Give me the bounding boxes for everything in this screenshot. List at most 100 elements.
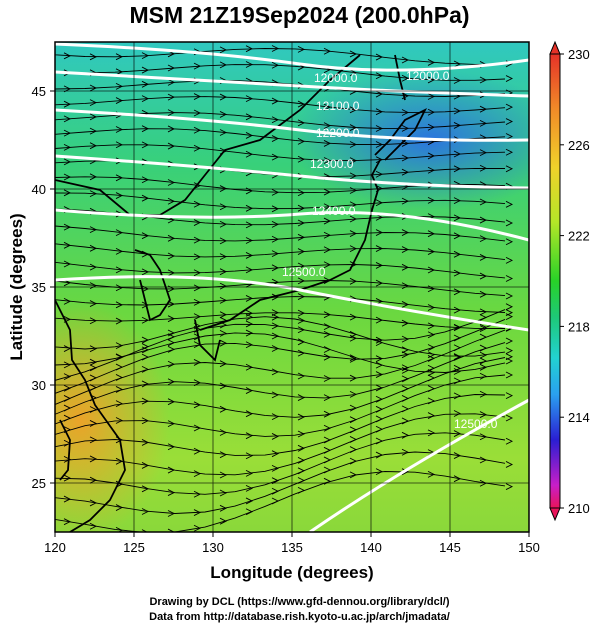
colorbar-label: 210	[568, 501, 590, 516]
streamline	[55, 96, 506, 114]
streamline	[55, 342, 506, 415]
wind-arrow	[271, 309, 280, 317]
wind-arrow	[323, 188, 332, 196]
wind-arrow	[297, 413, 306, 421]
wind-arrow	[349, 106, 358, 114]
wind-arrow	[167, 339, 176, 347]
wind-arrow	[479, 351, 488, 359]
wind-arrow	[141, 343, 150, 350]
wind-arrow	[141, 380, 150, 388]
streamline	[55, 471, 506, 532]
wind-arrow	[323, 261, 332, 269]
wind-arrow	[427, 76, 436, 84]
wind-arrow	[297, 372, 306, 380]
wind-arrow	[323, 217, 332, 225]
wind-arrow	[141, 462, 150, 469]
wind-arrow	[505, 275, 514, 282]
wind-arrow	[167, 315, 176, 323]
wind-arrow	[141, 485, 150, 493]
wind-arrow	[271, 313, 280, 321]
wind-arrow	[115, 192, 124, 199]
colorbar-labels: 230 226 222 218 214 210	[560, 47, 590, 516]
wind-arrow	[219, 451, 228, 459]
wind-arrow	[167, 197, 176, 205]
wind-arrow	[453, 364, 462, 372]
wind-arrow	[453, 354, 462, 361]
wind-arrow	[375, 395, 384, 403]
wind-arrow	[141, 316, 150, 324]
wind-arrow	[453, 288, 462, 296]
wind-arrow	[505, 103, 514, 111]
wind-arrow	[349, 426, 358, 434]
wind-arrow	[167, 443, 176, 451]
wind-arrow	[401, 301, 410, 308]
wind-arrow	[89, 345, 98, 353]
wind-arrow	[245, 266, 254, 274]
wind-arrow	[297, 189, 306, 197]
wind-arrow	[271, 322, 280, 330]
wind-arrow	[115, 301, 124, 309]
wind-arrow	[219, 129, 228, 136]
streamline	[55, 329, 506, 405]
wind-arrow	[505, 392, 514, 400]
wind-arrow	[427, 470, 436, 478]
colorbar-label: 218	[568, 319, 590, 334]
wind-arrow	[297, 317, 306, 324]
wind-arrow	[401, 395, 410, 402]
contour-label: 12500.0	[454, 417, 498, 431]
wind-arrow	[375, 355, 384, 363]
contour-label: 12500.0	[282, 265, 326, 279]
wind-arrow	[245, 497, 254, 505]
wind-arrow	[349, 355, 358, 363]
wind-arrow	[427, 59, 436, 66]
wind-arrow	[219, 220, 228, 228]
wind-arrow	[323, 346, 332, 353]
wind-arrow	[89, 282, 98, 290]
wind-arrow	[349, 313, 358, 321]
wind-arrow	[271, 413, 280, 421]
wind-arrow	[219, 329, 228, 337]
wind-arrow	[427, 364, 436, 372]
wind-arrow	[271, 497, 280, 505]
wind-arrow	[375, 415, 384, 423]
wind-arrow	[453, 430, 462, 437]
wind-arrow	[349, 277, 358, 285]
wind-arrow	[245, 320, 254, 328]
wind-arrow	[323, 436, 332, 444]
wind-arrow	[115, 317, 124, 325]
wind-arrow	[245, 204, 254, 212]
wind-arrow	[89, 317, 98, 325]
wind-arrow	[245, 237, 254, 244]
wind-arrow	[505, 353, 514, 361]
wind-arrow	[453, 269, 462, 277]
streamline	[55, 144, 506, 162]
wind-arrow	[349, 215, 358, 223]
x-tick-label: 140	[360, 540, 382, 555]
wind-arrow	[193, 200, 202, 208]
colorbar-label: 214	[568, 410, 590, 425]
wind-arrow	[115, 342, 124, 350]
wind-arrow	[115, 53, 124, 61]
wind-arrow	[167, 333, 176, 341]
streamline	[55, 316, 506, 357]
wind-arrow	[89, 142, 98, 150]
coastline-kyushu	[194, 319, 221, 362]
wind-arrow	[219, 471, 228, 479]
wind-arrow	[479, 149, 488, 157]
wind-arrow	[63, 241, 72, 249]
wind-arrow	[375, 437, 384, 445]
wind-arrow	[505, 75, 514, 82]
wind-arrow	[297, 262, 306, 270]
wind-arrow	[89, 190, 98, 198]
wind-arrow	[401, 375, 410, 383]
wind-arrow	[323, 157, 332, 164]
wind-arrow	[89, 173, 98, 181]
wind-arrow	[297, 338, 306, 346]
wind-arrow	[245, 313, 254, 321]
wind-arrow	[453, 410, 462, 417]
colorbar-scale	[549, 53, 561, 509]
contour-label: 12400.0	[312, 204, 356, 218]
wind-arrow	[505, 347, 514, 355]
wind-arrow	[297, 293, 306, 300]
wind-arrow	[323, 424, 332, 432]
